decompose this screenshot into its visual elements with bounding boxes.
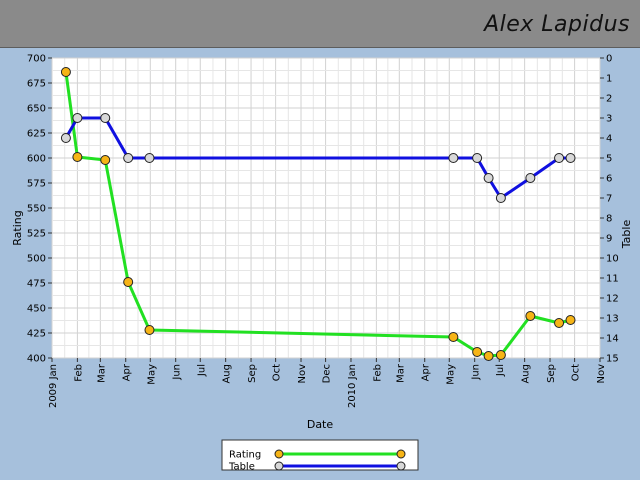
x-tick-label: Oct (571, 364, 582, 381)
y-left-tick-label: 475 (27, 279, 46, 290)
x-tick-label: 2010 Jan (347, 364, 358, 408)
data-point-rating (60, 67, 71, 77)
y-right-tick-label: 13 (606, 314, 619, 325)
header-name: Alex Lapidus (484, 12, 630, 37)
data-point-table (448, 153, 459, 163)
x-tick-label: Feb (372, 364, 383, 382)
y-right-tick-label: 9 (606, 234, 612, 245)
data-point-rating (483, 351, 494, 361)
y-left-tick-label: 400 (27, 354, 46, 365)
x-tick-label: Aug (222, 364, 233, 384)
data-point-table (72, 113, 83, 123)
x-tick-label: Apr (122, 363, 133, 381)
data-point-rating (144, 325, 155, 335)
x-tick-label: Jun (172, 364, 183, 381)
x-tick-label: Sep (546, 364, 557, 383)
y-left-tick-label: 700 (27, 54, 46, 65)
x-tick-label: Nov (596, 364, 607, 384)
data-point-table (483, 173, 494, 183)
data-point-rating (72, 152, 83, 162)
legend-marker-table (396, 461, 406, 471)
y-right-tick-label: 11 (606, 274, 619, 285)
y-left-tick-label: 525 (27, 229, 46, 240)
y-left-tick-label: 500 (27, 254, 46, 265)
y-right-tick-label: 1 (606, 74, 612, 85)
y-right-tick-label: 3 (606, 114, 612, 125)
x-tick-label: Mar (395, 363, 406, 383)
y-right-tick-label: 6 (606, 174, 612, 185)
data-point-rating (554, 318, 565, 328)
y-left-tick-label: 450 (27, 304, 46, 315)
y-right-tick-label: 7 (606, 194, 612, 205)
y-right-tick-label: 2 (606, 94, 612, 105)
data-point-rating (448, 332, 459, 342)
x-tick-label: Oct (272, 364, 283, 381)
legend-marker-rating (396, 449, 406, 459)
x-tick-label: May (445, 364, 456, 385)
data-point-table (144, 153, 155, 163)
series-markers (60, 67, 576, 361)
legend-label-table: Table (228, 462, 255, 473)
x-tick-label: Apr (421, 363, 432, 381)
grid-lines (51, 57, 601, 359)
x-tick-label: Feb (73, 364, 84, 382)
data-point-rating (525, 311, 536, 321)
x-tick-label: Nov (297, 364, 308, 384)
y-right-tick-label: 10 (606, 254, 619, 265)
data-point-table (60, 133, 71, 143)
x-tick-label: Jun (471, 364, 482, 381)
y-right-tick-label: 0 (606, 54, 612, 65)
y-right-tick-label: 14 (606, 334, 619, 345)
y-right-tick-label: 4 (606, 134, 612, 145)
x-tick-label: 2009 Jan (48, 364, 59, 408)
y-left-tick-label: 550 (27, 204, 46, 215)
x-tick-label: Mar (96, 363, 107, 383)
data-point-rating (123, 277, 134, 287)
data-point-table (472, 153, 483, 163)
data-point-table (554, 153, 565, 163)
x-tick-label: Jul (196, 364, 207, 377)
x-tick-label: Aug (521, 364, 532, 384)
legend-label-rating: Rating (229, 450, 261, 461)
data-point-table (123, 153, 134, 163)
y-left-tick-label: 575 (27, 179, 46, 190)
data-point-table (495, 193, 506, 203)
data-point-rating (472, 347, 483, 357)
chart-area: 2009 Jan Feb Mar Apr May Jun Jul Aug Sep Oct Nov De… (11, 54, 633, 473)
data-point-table (565, 153, 576, 163)
y-right-tick-label: 15 (606, 354, 619, 365)
axes: 2009 Jan Feb Mar Apr May Jun Jul Aug Sep Oct Nov De… (27, 54, 619, 409)
y-left-tick-label: 425 (27, 329, 46, 340)
y-left-tick-label: 600 (27, 154, 46, 165)
x-tick-label: Dec (322, 364, 333, 383)
data-point-rating (100, 155, 111, 165)
data-point-table (100, 113, 111, 123)
data-point-rating (565, 315, 576, 325)
y-left-tick-label: 650 (27, 104, 46, 115)
y-axis-left-label: Rating (11, 210, 24, 245)
y-left-tick-label: 675 (27, 79, 46, 90)
data-point-rating (495, 350, 506, 360)
x-tick-label: Jul (495, 364, 506, 377)
x-axis-label: Date (307, 418, 334, 431)
x-tick-label: Sep (247, 364, 258, 383)
x-tick-label: May (146, 364, 157, 385)
y-right-tick-label: 5 (606, 154, 612, 165)
y-right-tick-label: 12 (606, 294, 619, 305)
legend-marker-table (274, 461, 284, 471)
data-point-table (525, 173, 536, 183)
chart-header: Alex Lapidus (0, 0, 640, 48)
y-right-tick-label: 8 (606, 214, 612, 225)
legend-marker-rating (274, 449, 284, 459)
y-axis-right-label: Table (620, 220, 633, 250)
y-left-tick-label: 625 (27, 129, 46, 140)
